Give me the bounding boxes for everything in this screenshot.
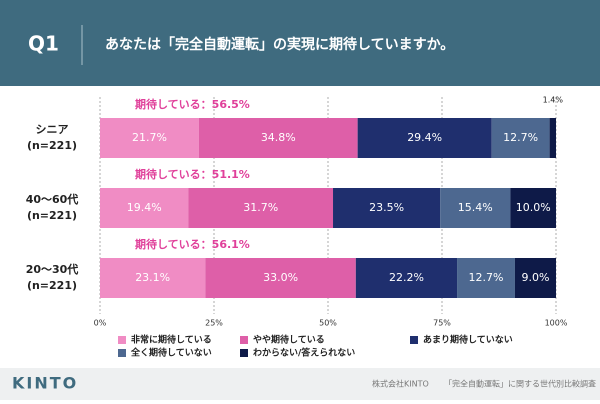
x-tick-label: 50% (319, 319, 337, 328)
value-label: 19.4% (127, 201, 162, 214)
bar-segment (100, 258, 206, 298)
value-label: 33.0% (263, 271, 298, 284)
bar-segment (188, 188, 334, 228)
bar-segment (355, 258, 458, 298)
category-label: 20～30代 (26, 262, 79, 276)
header-band (0, 0, 600, 86)
annotation: 期待している：56.5% (135, 97, 250, 111)
logo: KINTO (12, 374, 78, 393)
category-label: 40～60代 (26, 192, 79, 206)
bar-segment (357, 118, 492, 158)
annotation: 期待している：56.1% (135, 237, 250, 251)
sample-size: (n=221) (27, 279, 77, 292)
sample-size: (n=221) (27, 139, 77, 152)
value-label: 12.7% (469, 271, 504, 284)
value-label: 1.4% (543, 96, 564, 105)
x-tick-label: 100% (545, 319, 568, 328)
bar-segment (514, 258, 556, 298)
legend-swatch (118, 336, 126, 344)
bar-segment (333, 188, 441, 228)
value-label: 23.5% (369, 201, 404, 214)
category-label: シニア (36, 123, 69, 136)
bar-segment (510, 188, 556, 228)
value-label: 15.4% (458, 201, 493, 214)
title: あなたは「完全自動運転」の実現に期待していますか。 (105, 36, 454, 53)
chart: 0% 25% 50% 75% 100% シニア (n=221) 期待している：56.5% 21.… (26, 96, 568, 359)
value-label: 10.0% (516, 201, 551, 214)
legend-swatch (410, 336, 418, 344)
legend-label: わからない/答えられない (253, 347, 355, 359)
company: 株式会社KINTO (372, 379, 429, 389)
sample-size: (n=221) (27, 209, 77, 222)
legend-swatch (240, 336, 248, 344)
bar-segment (198, 118, 358, 158)
bar-segment (491, 118, 550, 158)
legend-label: やや期待している (253, 334, 325, 346)
survey-name: 「完全自動運転」に関する世代別比較調査 (444, 379, 596, 389)
question-number: Q1 (28, 32, 59, 56)
value-label: 22.2% (389, 271, 424, 284)
value-label: 29.4% (407, 131, 442, 144)
x-tick-label: 75% (433, 319, 451, 328)
legend-label: 全く期待していない (130, 347, 212, 359)
bar-segment (100, 118, 199, 158)
legend-label: 非常に期待している (131, 334, 212, 346)
value-label: 9.0% (522, 271, 550, 284)
bar-segment (457, 258, 515, 298)
annotation: 期待している：51.1% (135, 167, 250, 181)
legend-swatch (240, 349, 248, 357)
value-label: 21.7% (132, 131, 167, 144)
bar-segment (205, 258, 356, 298)
x-tick-label: 25% (205, 319, 223, 328)
legend-label: あまり期待していない (423, 334, 513, 346)
bar-segment (549, 118, 556, 158)
value-label: 23.1% (135, 271, 170, 284)
bar-segment (100, 188, 189, 228)
bar-segment (440, 188, 511, 228)
value-label: 34.8% (261, 131, 296, 144)
value-label: 31.7% (243, 201, 278, 214)
x-tick-label: 0% (94, 319, 107, 328)
legend-swatch (118, 349, 126, 357)
value-label: 12.7% (503, 131, 538, 144)
